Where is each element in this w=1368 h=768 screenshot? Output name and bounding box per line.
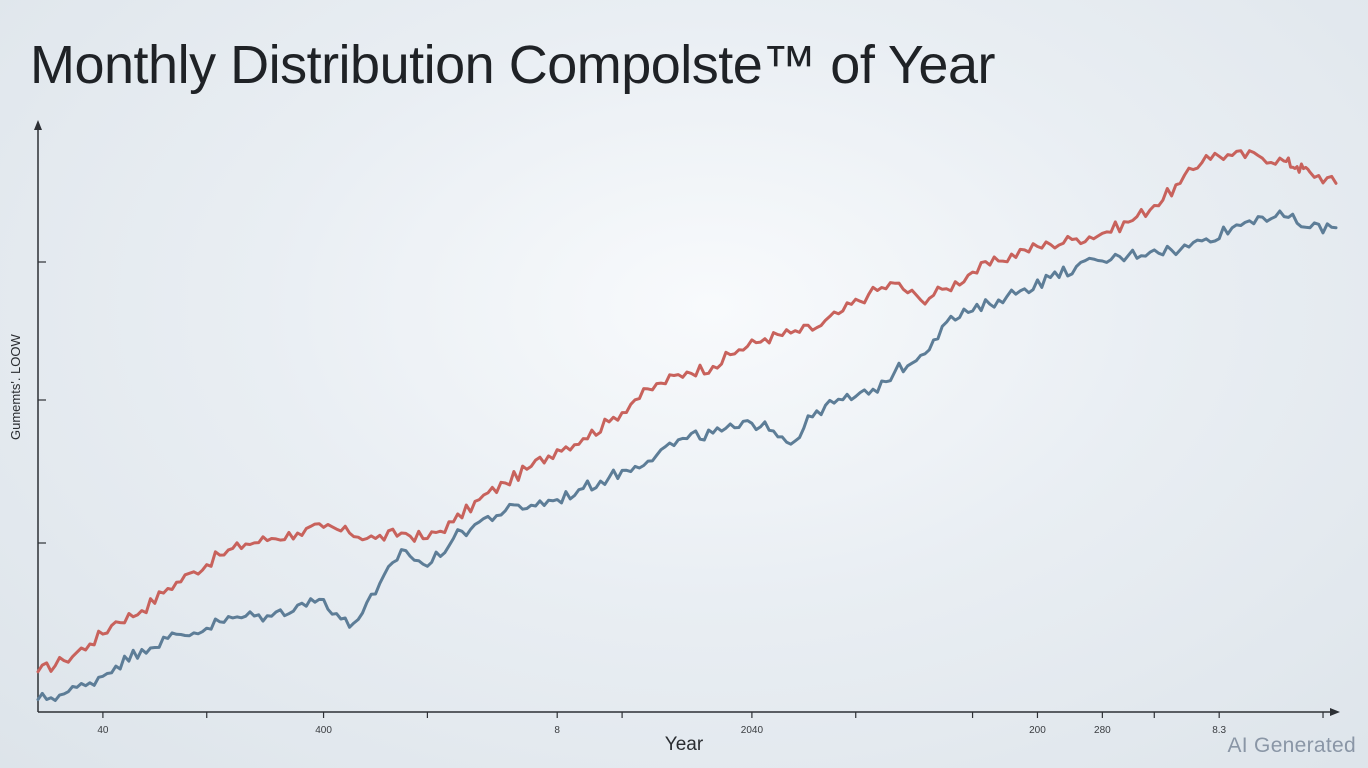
x-axis-label: Year <box>665 734 704 755</box>
ai-generated-watermark: AI Generated <box>1227 734 1356 757</box>
x-tick-label: 200 <box>1029 725 1046 736</box>
y-axis-arrow <box>34 120 42 130</box>
series-layer <box>36 149 1338 702</box>
x-ticks: 40 400 8 2040 200 280 8.3 <box>97 712 1324 736</box>
y-axis-label: Gumemts'. LOOW <box>8 334 23 440</box>
x-tick-label: 400 <box>315 725 332 736</box>
series-line-2 <box>36 209 1338 702</box>
x-tick-label: 40 <box>97 725 109 736</box>
series-line-1 <box>36 149 1338 674</box>
x-tick-label: 8.3 <box>1212 725 1226 736</box>
x-tick-label: 8 <box>554 725 560 736</box>
x-tick-label: 280 <box>1094 725 1111 736</box>
x-axis-arrow <box>1330 708 1340 716</box>
x-tick-label: 2040 <box>741 725 764 736</box>
chart-title: Monthly Distribution Compolste™ of Year <box>30 35 995 95</box>
axes <box>34 120 1340 716</box>
